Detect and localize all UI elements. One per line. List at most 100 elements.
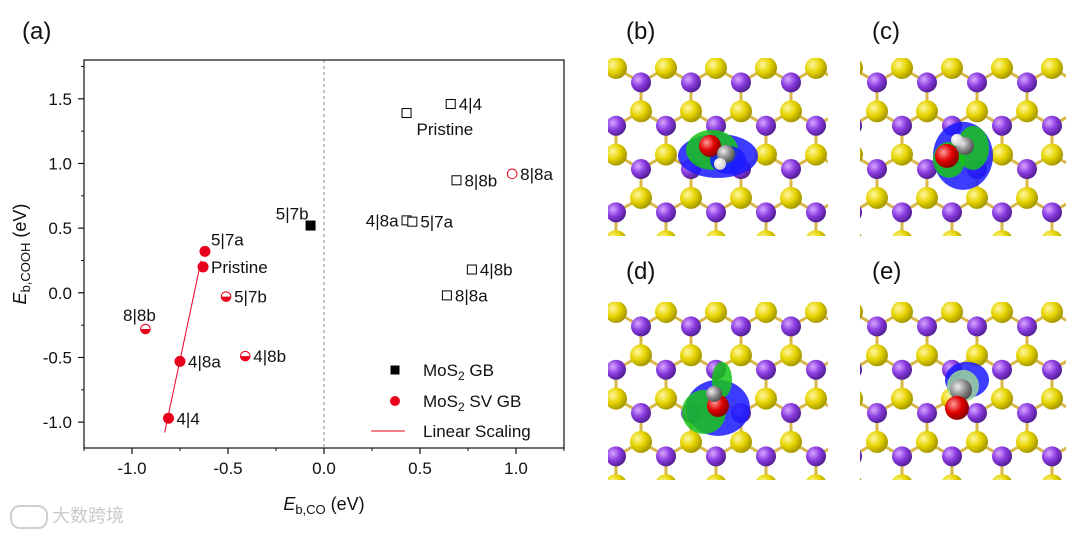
data-point [407, 216, 418, 227]
sulfur-atom [866, 100, 888, 123]
sulfur-atom [656, 474, 676, 480]
panel-label-b: (b) [626, 18, 656, 45]
molybdenum-atom [892, 359, 912, 380]
sulfur-atom [1042, 230, 1062, 236]
data-point [305, 220, 316, 231]
panel-label-c: (c) [872, 18, 900, 45]
sulfur-atom [756, 474, 776, 480]
sulfur-atom [891, 302, 913, 323]
data-point [162, 412, 174, 424]
molybdenum-atom [806, 359, 826, 380]
legend-label: MoS2 GB [423, 361, 494, 383]
data-point [445, 98, 456, 109]
y-tick-label: 0.5 [48, 219, 72, 238]
watermark-text: 大数跨境 [52, 506, 124, 527]
molybdenum-atom [631, 159, 651, 180]
sulfur-atom [608, 58, 627, 79]
structure-image-c [860, 58, 1066, 236]
oxygen-atom [935, 143, 959, 168]
data-point [199, 245, 211, 257]
data-point [466, 264, 477, 275]
molybdenum-atom [1042, 115, 1062, 136]
sulfur-atom [655, 143, 677, 166]
sulfur-atom [730, 100, 752, 123]
sulfur-atom [916, 186, 938, 209]
legend-marker [390, 365, 400, 375]
sulfur-atom [655, 58, 677, 79]
sulfur-atom [780, 100, 802, 123]
sulfur-atom [680, 344, 702, 367]
legend-marker [390, 396, 400, 406]
molybdenum-atom [656, 446, 676, 467]
data-point-label: 5|7b [276, 205, 309, 224]
legend-label: Linear Scaling [423, 422, 531, 441]
molybdenum-atom [756, 202, 776, 223]
x-tick-label: 1.0 [504, 459, 528, 478]
data-point [174, 355, 186, 367]
sulfur-atom [730, 344, 752, 367]
y-tick-label: 1.0 [48, 154, 72, 173]
carbon-atom [950, 378, 972, 401]
watermark: 大数跨境 [10, 502, 124, 529]
molybdenum-atom [992, 446, 1012, 467]
molybdenum-atom [867, 72, 887, 93]
data-point [451, 175, 462, 186]
sulfur-atom [991, 302, 1013, 323]
sulfur-atom [1042, 474, 1062, 480]
data-point-label: 5|7a [420, 213, 453, 232]
molybdenum-atom [608, 359, 626, 380]
sulfur-atom [680, 100, 702, 123]
sulfur-atom [630, 430, 652, 453]
data-point [401, 108, 412, 119]
data-point-label: 5|7a [211, 230, 244, 249]
data-point-label: 4|8a [188, 352, 221, 371]
molybdenum-atom [867, 403, 887, 424]
molybdenum-atom [706, 446, 726, 467]
molybdenum-atom [806, 115, 826, 136]
sulfur-atom [655, 302, 677, 323]
molybdenum-atom [992, 202, 1012, 223]
hydrogen-atom [714, 157, 726, 170]
molybdenum-atom [756, 359, 776, 380]
sulfur-atom [860, 60, 863, 76]
molybdenum-atom [892, 446, 912, 467]
y-tick-label: -0.5 [43, 348, 72, 367]
sulfur-atom [860, 391, 863, 407]
legend-label: MoS2 SV GB [423, 392, 521, 414]
data-point-label: Pristine [211, 258, 268, 277]
sulfur-atom [680, 186, 702, 209]
sulfur-atom [805, 58, 827, 79]
sulfur-atom [705, 58, 727, 79]
sulfur-atom [892, 474, 912, 480]
data-point-label: 8|8b [464, 171, 497, 190]
molybdenum-atom [756, 115, 776, 136]
hydrogen-atom [951, 133, 963, 146]
sulfur-atom [755, 143, 777, 166]
sulfur-atom [860, 147, 863, 163]
data-point-label: 8|8a [455, 286, 488, 305]
molybdenum-atom [806, 446, 826, 467]
sulfur-atom [991, 58, 1013, 79]
sulfur-atom [680, 430, 702, 453]
molybdenum-atom [867, 159, 887, 180]
data-point-label: 8|8b [123, 306, 156, 325]
molybdenum-atom [860, 119, 862, 132]
molybdenum-atom [656, 115, 676, 136]
sulfur-atom [1041, 302, 1063, 323]
x-tick-label: -0.5 [213, 459, 242, 478]
sulfur-atom [942, 230, 962, 236]
molybdenum-atom [917, 72, 937, 93]
sulfur-atom [1016, 344, 1038, 367]
molybdenum-atom [781, 316, 801, 337]
data-point [506, 168, 518, 180]
sulfur-atom [805, 387, 827, 410]
molybdenum-atom [656, 359, 676, 380]
structure-image-b [608, 58, 828, 236]
molybdenum-atom [942, 446, 962, 467]
sulfur-atom [860, 233, 862, 236]
y-tick-label: 1.5 [48, 90, 72, 109]
molybdenum-atom [1017, 316, 1037, 337]
x-tick-label: 0.0 [312, 459, 336, 478]
sulfur-atom [730, 430, 752, 453]
scatter-chart: -1.0 -0.5 0.0 0.5 1.0 -1.0 -0.5 0.0 0.5 1.0 1.5 Eb,… [10, 59, 565, 517]
